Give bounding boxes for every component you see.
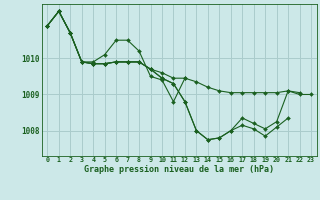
X-axis label: Graphe pression niveau de la mer (hPa): Graphe pression niveau de la mer (hPa) [84, 165, 274, 174]
